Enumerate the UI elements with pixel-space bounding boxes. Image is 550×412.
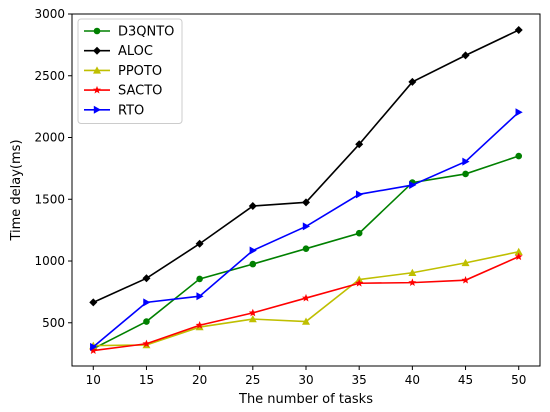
data-point-ppoto-45 xyxy=(461,258,470,267)
x-tick-label-15: 15 xyxy=(139,373,154,387)
data-point-sacto-35 xyxy=(355,279,364,287)
data-point-rto-30 xyxy=(302,222,310,231)
data-point-sacto-20 xyxy=(195,321,204,329)
data-point-aloc-35 xyxy=(355,140,364,149)
data-point-rto-50 xyxy=(515,108,523,117)
x-tick-label-25: 25 xyxy=(245,373,260,387)
x-tick-label-50: 50 xyxy=(511,373,526,387)
x-tick-label-35: 35 xyxy=(352,373,367,387)
data-point-sacto-30 xyxy=(302,293,310,302)
data-point-d3qnto-25 xyxy=(249,260,257,268)
data-point-aloc-10 xyxy=(89,298,98,307)
data-point-d3qnto-35 xyxy=(355,229,363,237)
data-point-d3qnto-20 xyxy=(196,275,203,283)
plot-frame xyxy=(71,13,541,367)
legend-marker-aloc xyxy=(93,46,101,55)
legend-marker-sacto xyxy=(93,85,101,94)
legend-marker-rto xyxy=(93,105,101,114)
data-point-aloc-45 xyxy=(461,51,470,60)
x-tick-label-10: 10 xyxy=(86,373,101,387)
y-tick-label-1000: 1000 xyxy=(34,254,65,268)
data-point-ppoto-30 xyxy=(302,317,310,325)
legend-label-ppoto: PPOTO xyxy=(118,64,162,79)
data-point-sacto-45 xyxy=(461,275,470,284)
data-point-d3qnto-30 xyxy=(302,245,310,252)
data-point-aloc-20 xyxy=(195,239,204,248)
legend-marker-ppoto xyxy=(93,66,101,74)
data-point-aloc-30 xyxy=(302,198,310,207)
legend: D3QNTO ALOC PPOTO SACTO RTO xyxy=(77,18,183,124)
plot-area xyxy=(89,26,523,354)
data-point-d3qnto-15 xyxy=(143,318,150,325)
legend-marker-d3qnto xyxy=(93,27,101,35)
data-point-sacto-25 xyxy=(248,308,257,317)
y-tick-label-2000: 2000 xyxy=(34,131,65,145)
legend-label-rto: RTO xyxy=(118,103,144,118)
data-point-aloc-25 xyxy=(248,202,257,211)
y-tick-label-500: 500 xyxy=(42,316,65,330)
data-point-ppoto-25 xyxy=(248,315,257,323)
y-axis-label: Time delay(ms) xyxy=(9,139,24,241)
y-tick-label-2500: 2500 xyxy=(34,69,65,83)
legend-box xyxy=(77,18,183,124)
y-tick-label-3000: 3000 xyxy=(34,7,65,21)
data-point-d3qnto-45 xyxy=(462,170,469,178)
data-point-sacto-40 xyxy=(408,278,417,287)
x-axis-label: The number of tasks xyxy=(238,392,373,407)
axis-ticks: 10 15 20 25 30 35 40 45 50 500 1000 1500 2000 2500 300… xyxy=(34,7,526,387)
series-rto xyxy=(90,108,523,351)
data-point-rto-25 xyxy=(249,246,257,255)
data-point-rto-40 xyxy=(409,181,417,190)
data-point-rto-20 xyxy=(196,292,204,301)
data-point-aloc-15 xyxy=(142,274,151,283)
data-point-aloc-50 xyxy=(514,26,523,35)
legend-label-aloc: ALOC xyxy=(118,44,153,59)
data-point-rto-10 xyxy=(90,342,98,351)
series-sacto xyxy=(89,252,523,354)
data-point-rto-15 xyxy=(143,298,151,307)
series-aloc xyxy=(89,26,523,307)
x-tick-label-40: 40 xyxy=(405,373,420,387)
x-tick-label-45: 45 xyxy=(458,373,473,387)
legend-label-sacto: SACTO xyxy=(118,84,162,99)
data-point-ppoto-40 xyxy=(408,268,417,276)
data-point-ppoto-50 xyxy=(514,247,523,255)
x-tick-label-20: 20 xyxy=(192,373,207,387)
data-point-aloc-40 xyxy=(408,77,417,86)
data-point-sacto-10 xyxy=(89,346,98,354)
legend-label-d3qnto: D3QNTO xyxy=(118,25,174,40)
x-tick-label-30: 30 xyxy=(298,373,313,387)
y-tick-label-1500: 1500 xyxy=(34,192,65,206)
data-point-sacto-15 xyxy=(142,339,151,348)
data-point-sacto-50 xyxy=(514,252,523,261)
data-point-rto-45 xyxy=(462,157,470,166)
data-point-rto-35 xyxy=(355,190,364,199)
data-point-d3qnto-50 xyxy=(515,152,523,160)
